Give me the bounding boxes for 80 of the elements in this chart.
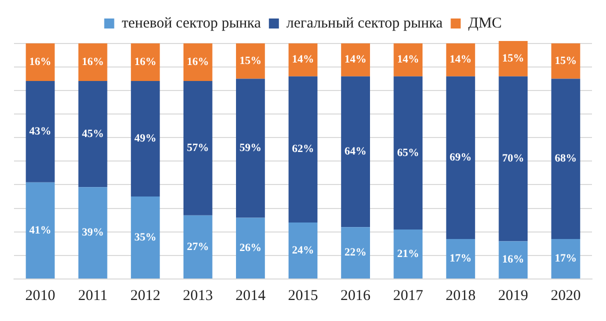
data-label: 16% <box>29 56 52 68</box>
bar <box>446 76 476 239</box>
bar <box>236 43 265 79</box>
data-label: 16% <box>82 56 104 68</box>
data-label: 62% <box>292 143 314 156</box>
bar <box>183 215 212 278</box>
data-label: 17% <box>450 252 472 265</box>
bar <box>498 41 528 76</box>
bar <box>551 78 580 239</box>
data-label: 14% <box>292 54 314 66</box>
x-tick-label: 2019 <box>498 288 528 304</box>
data-label: 15% <box>502 52 524 65</box>
data-label: 57% <box>186 142 209 154</box>
bar <box>183 43 212 82</box>
data-label: 14% <box>397 54 420 66</box>
data-label: 14% <box>450 54 472 66</box>
bar <box>130 196 160 278</box>
data-label: 17% <box>554 252 577 265</box>
bar <box>26 43 55 82</box>
x-tick-label: 2011 <box>78 288 108 304</box>
legend-label: легальный сектор рынка <box>286 15 444 32</box>
x-tick-label: 2015 <box>288 288 318 304</box>
data-label: 16% <box>502 254 524 266</box>
bar <box>446 43 476 76</box>
bar <box>394 76 423 230</box>
x-tick-label: 2018 <box>446 288 476 304</box>
x-tick-label: 2013 <box>182 288 213 304</box>
legend-label: теневой сектор рынка <box>122 15 262 32</box>
x-tick-label: 2016 <box>340 288 372 304</box>
bar <box>288 222 318 278</box>
data-label: 22% <box>344 246 367 259</box>
x-tick-label: 2020 <box>550 288 581 304</box>
data-label: 39% <box>82 226 104 239</box>
data-label: 65% <box>397 146 420 159</box>
data-label: 27% <box>186 240 209 253</box>
data-label: 68% <box>554 152 577 165</box>
bar <box>551 238 580 278</box>
data-label: 64% <box>344 146 367 158</box>
data-label: 14% <box>344 54 367 66</box>
x-tick-label: 2017 <box>393 288 424 304</box>
bar <box>183 81 212 216</box>
data-label: 21% <box>397 248 420 260</box>
bar <box>130 43 160 82</box>
bar <box>26 182 55 278</box>
bar <box>498 76 528 242</box>
bar <box>130 81 160 197</box>
bar <box>78 43 108 82</box>
data-label: 45% <box>82 128 104 140</box>
bar <box>551 43 580 79</box>
bar <box>26 81 55 182</box>
bar <box>394 43 423 76</box>
x-tick-label: 2014 <box>235 288 266 304</box>
data-label: 49% <box>134 132 156 145</box>
data-label: 15% <box>554 54 577 67</box>
data-label: 15% <box>239 54 262 67</box>
data-label: 69% <box>450 151 472 164</box>
data-label: 41% <box>29 224 52 236</box>
data-label: 70% <box>502 152 524 165</box>
bar <box>394 230 423 278</box>
bar <box>341 43 370 76</box>
bar <box>498 241 528 278</box>
bar <box>78 187 108 278</box>
data-label: 16% <box>134 56 156 68</box>
bar <box>288 76 318 222</box>
bar <box>78 81 108 188</box>
bar <box>446 238 476 278</box>
data-label: 59% <box>239 142 262 154</box>
bar <box>341 76 370 228</box>
bar <box>236 218 265 278</box>
data-label: 43% <box>29 126 52 138</box>
x-tick-label: 2012 <box>130 288 160 304</box>
data-label: 16% <box>186 56 209 68</box>
bar <box>236 78 265 218</box>
bar <box>288 43 318 76</box>
bar <box>341 227 370 278</box>
data-label: 24% <box>292 244 314 256</box>
data-label: 26% <box>239 242 262 254</box>
x-tick-label: 2010 <box>25 288 56 304</box>
legend-label: ДМС <box>468 15 502 32</box>
data-label: 35% <box>134 231 156 244</box>
